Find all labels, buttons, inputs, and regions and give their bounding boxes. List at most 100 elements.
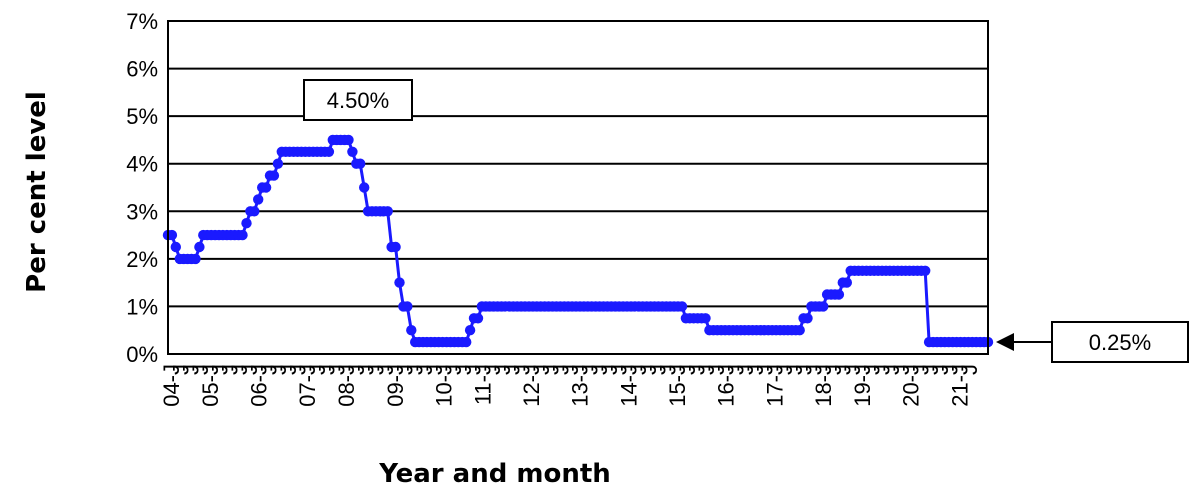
x-tick-label: 09-J [383, 364, 408, 407]
x-tick-label: J [548, 364, 573, 375]
rate-point [464, 325, 476, 336]
x-tick-label: J [412, 364, 437, 375]
x-tick-label: J [402, 364, 427, 375]
x-tick-label: J [393, 364, 418, 375]
x-tick-label: 05-J [198, 364, 223, 407]
x-axis-title: Year and month [378, 459, 611, 489]
x-tick-label: J [178, 364, 203, 375]
x-tick-label: J [918, 364, 943, 375]
series-group [162, 134, 994, 348]
x-tick-label: J [227, 364, 252, 375]
x-tick-label: J [344, 364, 369, 375]
x-tick-label: J [256, 364, 281, 375]
x-tick-label: J [957, 364, 982, 375]
x-tick-label: J [772, 364, 797, 375]
x-tick-label: J [500, 364, 525, 375]
x-tick-label: J [723, 364, 748, 375]
x-tick-label: J [597, 364, 622, 375]
x-tick-label: J [821, 364, 846, 375]
x-tick-label: J [636, 364, 661, 375]
y-tick-label: 5% [126, 104, 158, 129]
y-tick-label: 3% [126, 199, 158, 224]
callout-current-label: 0.25% [1089, 330, 1151, 355]
x-tick-label: J [840, 364, 865, 375]
x-tick-label: 07-J [295, 364, 320, 407]
x-tick-label: J [422, 364, 447, 375]
x-tick-label: J [928, 364, 953, 375]
x-tick-label: J [646, 364, 671, 375]
rate-point [461, 336, 472, 348]
rate-point [268, 170, 280, 181]
x-tick-label: J [324, 364, 349, 375]
y-axis-title: Per cent level [22, 91, 52, 293]
rate-point [241, 218, 252, 229]
x-tick-label: J [305, 364, 330, 375]
x-tick-label: 19-J [850, 364, 875, 407]
callout-arrow-head-icon [996, 333, 1014, 351]
x-tick-label: J [558, 364, 583, 375]
x-tick-label: J [451, 364, 476, 375]
x-tick-label: J [607, 364, 632, 375]
x-tick-label: J [441, 364, 466, 375]
y-axis-tick-labels: 0% 1% 2% 3% 4% 5% 6% 7% [126, 9, 158, 367]
x-tick-label: J [801, 364, 826, 375]
rate-point [676, 301, 688, 312]
rate-point [700, 313, 711, 324]
rate-point [166, 229, 178, 241]
rate-point [802, 313, 813, 324]
rate-point [253, 194, 264, 205]
x-tick-label: J [860, 364, 885, 375]
x-tick-label: J [587, 364, 612, 375]
rate-point [323, 146, 335, 157]
rate-point [355, 158, 366, 169]
rate-point [194, 241, 205, 253]
x-tick-label: J [675, 364, 700, 375]
x-tick-label: J [782, 364, 807, 375]
y-tick-label: 4% [126, 152, 158, 177]
x-tick-label: J [753, 364, 778, 375]
rate-point [402, 301, 413, 312]
x-tick-label: J [655, 364, 680, 375]
x-tick-label: 15-J [665, 364, 690, 407]
x-tick-label: J [685, 364, 710, 375]
x-tick-label: J [169, 364, 194, 375]
x-tick-label: J [626, 364, 651, 375]
x-tick-label: J [743, 364, 768, 375]
x-tick-label: J [830, 364, 855, 375]
x-tick-label: J [363, 364, 388, 375]
rate-point [343, 134, 354, 146]
x-tick-label: 12-J [519, 364, 544, 407]
rate-point [472, 313, 484, 324]
x-tick-label: J [908, 364, 933, 375]
rate-point [260, 182, 272, 193]
rate-point [833, 289, 845, 300]
x-tick-label: J [286, 364, 311, 375]
y-tick-label: 1% [126, 294, 158, 319]
rate-line [168, 138, 988, 344]
x-tick-label: J [889, 364, 914, 375]
x-tick-label: J [792, 364, 817, 375]
x-tick-label: J [315, 364, 340, 375]
callout-peak-label: 4.50% [327, 88, 389, 113]
rate-point [359, 182, 370, 193]
y-tick-label: 2% [126, 247, 158, 272]
y-tick-label: 0% [126, 342, 158, 367]
rate-point [818, 301, 829, 312]
x-tick-label: J [208, 364, 233, 375]
x-tick-label: J [480, 364, 505, 375]
rate-point [390, 241, 401, 253]
y-tick-label: 6% [126, 57, 158, 82]
x-tick-label: J [733, 364, 758, 375]
callout-current-box [1051, 321, 1189, 363]
rate-point [841, 277, 852, 288]
x-tick-label: J [509, 364, 534, 375]
rate-point [794, 325, 805, 336]
rate-point [347, 146, 358, 157]
x-tick-label: J [266, 364, 291, 375]
x-tick-label: 10-J [431, 364, 456, 407]
callout-peak-rate: 4.50% [303, 79, 413, 121]
x-tick-label: J [237, 364, 262, 375]
x-tick-label: 13-J [568, 364, 593, 407]
x-tick-label: J [869, 364, 894, 375]
